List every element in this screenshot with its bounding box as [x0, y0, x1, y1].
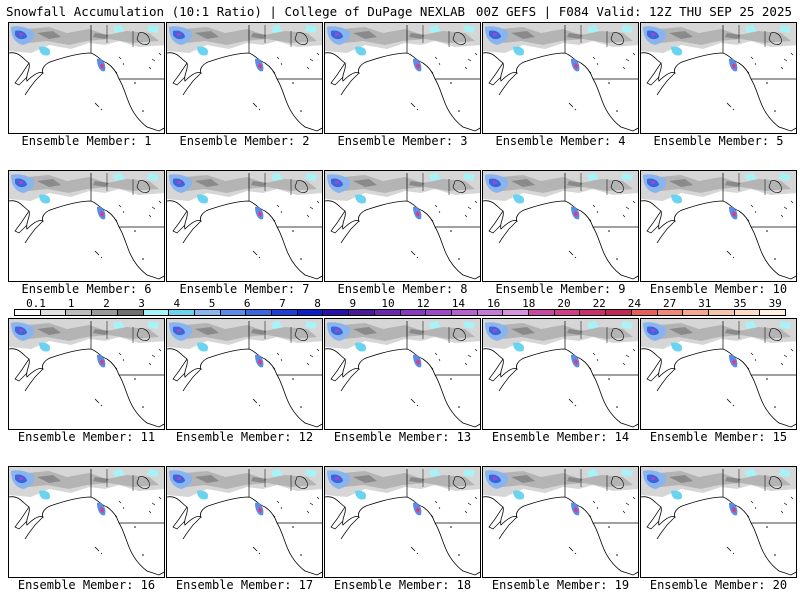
legend-swatch [400, 310, 427, 315]
legend-tick-label: 31 [698, 297, 712, 310]
legend-swatch [246, 310, 273, 315]
chart-title: Snowfall Accumulation (10:1 Ratio) | Col… [6, 4, 466, 19]
ensemble-member-label: Ensemble Member: 16 [17, 578, 156, 592]
legend-swatch [631, 310, 658, 315]
legend-tick-label: 3 [138, 297, 145, 310]
legend-swatch [708, 310, 735, 315]
ensemble-member-label: Ensemble Member: 20 [649, 578, 788, 592]
ensemble-map-panel [482, 466, 639, 578]
legend-tick-label: 1 [67, 297, 75, 310]
ensemble-member-label: Ensemble Member: 17 [175, 578, 314, 592]
legend-swatch [734, 310, 761, 315]
legend-swatch [117, 310, 144, 315]
legend-tick-label: 9 [349, 297, 357, 310]
ensemble-member-label: Ensemble Member: 1 [21, 134, 152, 148]
ensemble-map-panel [640, 170, 797, 282]
legend-tick-label: 10 [381, 297, 395, 310]
legend-swatch [374, 310, 401, 315]
legend-tick-label: 8 [314, 297, 321, 310]
legend-tick-label: 20 [557, 297, 571, 310]
ensemble-member-label: Ensemble Member: 19 [491, 578, 630, 592]
legend-tick-label: 39 [768, 297, 782, 310]
legend-tick-label: 6 [243, 297, 251, 310]
legend-swatch [657, 310, 684, 315]
ensemble-map-panel [8, 22, 165, 134]
legend-tick-label: 2 [103, 297, 110, 310]
legend-swatch [169, 310, 195, 315]
ensemble-member-label: Ensemble Member: 3 [337, 134, 468, 148]
legend-tick-label: 24 [627, 297, 642, 310]
ensemble-member-label: Ensemble Member: 2 [179, 134, 310, 148]
ensemble-member-label: Ensemble Member: 11 [17, 430, 156, 444]
ensemble-map-panel [166, 22, 323, 134]
ensemble-map-panel [640, 22, 797, 134]
color-legend: 0.1 1 2 3 4 5 6 7 8 9 10 12 14 16 18 20 22 24 27 31 35 39 [14, 297, 786, 317]
legend-swatch [606, 310, 632, 315]
legend-swatch [760, 310, 786, 315]
legend-swatch [529, 310, 555, 315]
ensemble-member-label: Ensemble Member: 9 [495, 282, 626, 296]
ensemble-map-panel [166, 466, 323, 578]
legend-tick-label: 16 [486, 297, 501, 310]
legend-tick-label: 22 [592, 297, 606, 310]
ensemble-member-label: Ensemble Member: 13 [333, 430, 472, 444]
ensemble-member-label: Ensemble Member: 7 [179, 282, 310, 296]
legend-tick-label: 7 [279, 297, 286, 310]
legend-swatch [143, 310, 170, 315]
legend-tick-label: 27 [662, 297, 677, 310]
legend-swatch [554, 310, 581, 315]
ensemble-map-panel [324, 170, 481, 282]
ensemble-map-panel [8, 318, 165, 430]
legend-swatch [323, 310, 350, 315]
ensemble-member-label: Ensemble Member: 14 [491, 430, 630, 444]
ensemble-map-panel [482, 318, 639, 430]
legend-swatch [426, 310, 452, 315]
legend-swatch [40, 310, 67, 315]
ensemble-member-label: Ensemble Member: 10 [649, 282, 788, 296]
ensemble-member-label: Ensemble Member: 8 [337, 282, 468, 296]
ensemble-map-panel [640, 318, 797, 430]
legend-tick-label: 18 [522, 297, 536, 310]
legend-tick-label: 4 [173, 297, 181, 310]
legend-swatch [477, 310, 504, 315]
legend-tick-label: 5 [208, 297, 216, 310]
ensemble-member-label: Ensemble Member: 6 [21, 282, 152, 296]
legend-swatch [297, 310, 324, 315]
ensemble-map-panel [166, 318, 323, 430]
legend-swatch [15, 310, 41, 315]
ensemble-member-label: Ensemble Member: 12 [175, 430, 314, 444]
legend-swatch [683, 310, 709, 315]
ensemble-member-label: Ensemble Member: 15 [649, 430, 788, 444]
legend-swatch [451, 310, 478, 315]
ensemble-member-label: Ensemble Member: 5 [653, 134, 784, 148]
ensemble-member-label: Ensemble Member: 4 [495, 134, 626, 148]
legend-swatch [580, 310, 607, 315]
legend-tick-label: 14 [451, 297, 466, 310]
ensemble-map-panel [8, 466, 165, 578]
ensemble-map-panel [8, 170, 165, 282]
legend-swatch [503, 310, 530, 315]
legend-swatch [349, 310, 375, 315]
ensemble-map-panel [324, 22, 481, 134]
legend-tick-label: 0.1 [26, 297, 46, 310]
ensemble-map-panel [166, 170, 323, 282]
legend-tick-label: 35 [733, 297, 747, 310]
ensemble-map-panel [324, 318, 481, 430]
legend-swatch [66, 310, 93, 315]
legend-swatch [194, 310, 221, 315]
legend-swatch [272, 310, 298, 315]
ensemble-map-panel [482, 22, 639, 134]
run-info: 00Z GEFS | F084 Valid: 12Z THU SEP 25 20… [475, 4, 792, 19]
ensemble-map-panel [324, 466, 481, 578]
legend-swatch [92, 310, 118, 315]
ensemble-map-panel [482, 170, 639, 282]
ensemble-member-label: Ensemble Member: 18 [333, 578, 472, 592]
ensemble-map-panel [640, 466, 797, 578]
legend-tick-label: 12 [416, 297, 430, 310]
legend-swatch [220, 310, 247, 315]
